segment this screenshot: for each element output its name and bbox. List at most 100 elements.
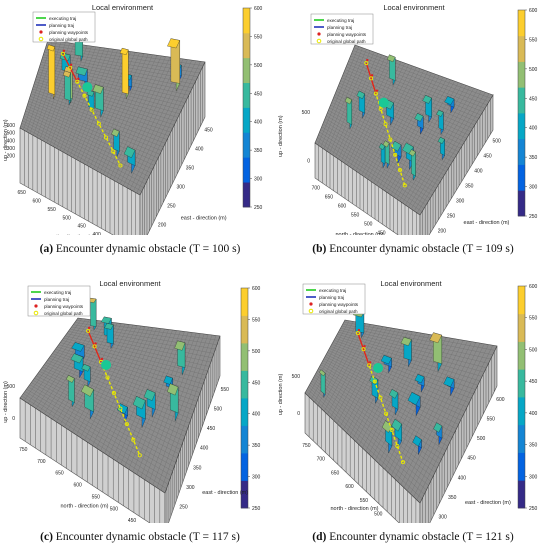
x-tick-label: 550 [92,494,101,500]
colorbar-segment [518,10,525,16]
x-tick-label: 500 [63,215,72,221]
colorbar-segment [518,291,525,298]
colorbar-segment [518,397,525,403]
colorbar-segment [241,491,248,498]
y-axis-label: east - direction (m) [202,490,248,496]
colorbar-segment [241,354,248,360]
y-tick-label: 250 [167,204,176,210]
global-path-point [378,106,383,111]
z-tick-label: 0 [297,411,300,417]
building-roof [391,140,402,152]
dynamic-obstacle [101,359,112,370]
panel-b: Local environment executing traj planning … [275,0,550,235]
colorbar-segment [518,458,525,464]
colorbar-segment [241,310,248,316]
colorbar-segment [241,447,248,454]
y-tick-label: 400 [200,446,209,452]
grid-line [414,92,486,212]
colorbar-segment [241,414,248,421]
colorbar-segment [518,15,525,21]
x-tick-label: 700 [317,457,326,463]
colorbar-tick-label: 450 [254,91,263,97]
global-path-point [378,395,383,400]
colorbar-segment [243,42,250,49]
planning-waypoint [62,49,66,53]
colorbar-segment [518,76,525,83]
building-roof [100,316,112,324]
obstacle-building [87,297,97,331]
building-roof [380,354,392,365]
planning-traj-line [87,330,102,363]
global-path-point [124,422,129,427]
z-axis-label: up - direction (m) [3,381,9,423]
colorbar-segment [241,464,248,470]
colorbar-segment [518,491,525,498]
building-roof [400,336,412,346]
colorbar-segment [243,132,250,138]
legend-label: planning traj [44,297,69,302]
legend-box [27,285,91,317]
colorbar-segment [518,402,525,409]
global-path-point [389,427,394,432]
colorbar-segment [243,122,250,128]
legend-label: planning traj [327,25,352,30]
grid-line [76,320,219,341]
colorbar-segment [518,20,525,26]
caption-d-text: Encounter dynamic obstacle (T = 121 s) [326,531,514,543]
colorbar-segment [518,133,525,140]
global-path-point [373,91,378,96]
y-tick-label: 350 [186,166,195,172]
legend-label: original global path [44,311,83,316]
colorbar-segment [518,190,525,196]
legend: executing traj planning traj planning wayp… [27,285,91,317]
colorbar-segment [243,172,250,178]
colorbar-segment [518,205,525,212]
x-tick-label: 550 [48,207,57,213]
colorbar-tick-label: 250 [529,214,538,220]
colorbar-segment [243,12,250,19]
z-axis: 0 500 up - direction (m) [278,110,310,165]
colorbar-segment [518,82,525,88]
z-tick-label: 400 [7,138,16,144]
colorbar-segment [241,392,248,399]
obstacle-building [62,70,71,106]
legend-label: planning waypoints [49,30,89,35]
obstacle-building [319,369,326,398]
colorbar-segment [243,72,250,79]
colorbar-segment [518,154,525,160]
building-roof [80,384,94,397]
z-tick-label: 600 [7,123,16,129]
x-axis: 750700650600550500450400north - directio… [19,447,136,523]
chart-a: Local environment executing traj planning … [3,3,263,235]
x-tick-label: 650 [331,470,340,476]
colorbar-segment [241,370,248,377]
building-roof [389,388,399,399]
chart-b: Local environment executing traj planning … [278,3,538,236]
obstacle-building [412,435,422,455]
colorbar-segment [243,97,250,103]
grid-line [160,335,217,491]
colorbar-segment [241,387,248,393]
colorbar-segment [518,485,525,492]
legend-swatch [38,36,44,42]
legend: executing traj planning traj planning wayp… [32,11,96,43]
y-tick-label: 300 [186,485,195,491]
obstacle-building [92,84,104,118]
building-roof [433,422,443,433]
colorbar-segment [241,436,248,443]
grid-line [129,60,193,190]
obstacles [65,297,186,428]
colorbar-segment [243,162,250,168]
obstacle-building [81,363,91,387]
planning-traj-line [365,62,377,94]
global-path-point [402,183,407,188]
global-path-point [364,61,369,66]
colorbar-segment [518,138,525,145]
colorbar-frame [242,7,251,208]
global-path-point [137,453,142,458]
grid-line [400,341,472,485]
x-tick-label: 650 [55,471,64,477]
colorbar-segment [243,157,250,163]
x-axis: 700650600550500450400350north - directio… [312,186,386,236]
colorbar-segment [243,137,250,143]
